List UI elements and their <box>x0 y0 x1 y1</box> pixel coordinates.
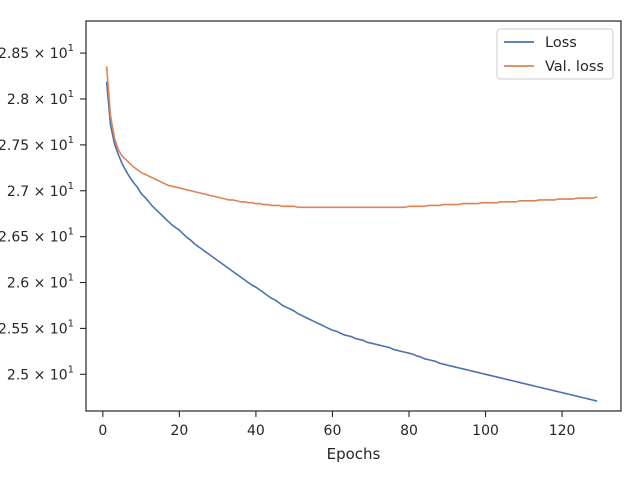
x-tick-label: 100 <box>472 423 499 439</box>
y-tick-label: 2.7 × 101 <box>7 181 74 200</box>
plot-area <box>86 21 621 411</box>
y-axis: 2.85 × 101 2.8 × 101 2.75 × 101 2.7 × 101 2.… <box>0 43 86 383</box>
series-line-loss <box>105 81 598 402</box>
series-layer <box>105 66 598 402</box>
y-tick-label: 2.6 × 101 <box>7 273 74 292</box>
x-axis-label: Epochs <box>327 445 381 463</box>
x-tick-label: 40 <box>247 423 265 439</box>
x-tick-label: 0 <box>98 423 107 439</box>
y-tick-label: 2.55 × 101 <box>0 318 74 337</box>
legend-label: Val. loss <box>545 59 604 75</box>
x-axis: 0 20 40 60 80 100 120 <box>98 411 575 439</box>
y-tick-label: 2.8 × 101 <box>7 89 74 108</box>
series-line-val-loss <box>105 66 598 209</box>
x-tick-label: 120 <box>549 423 576 439</box>
y-tick-label: 2.5 × 101 <box>7 364 74 383</box>
legend-label: Loss <box>545 35 577 51</box>
x-tick-label: 20 <box>170 423 188 439</box>
legend: Loss Val. loss <box>496 28 614 80</box>
x-tick-label: 80 <box>400 423 418 439</box>
plot-frame <box>85 20 622 412</box>
y-tick-label: 2.65 × 101 <box>0 227 74 246</box>
y-tick-label: 2.75 × 101 <box>0 135 74 154</box>
y-tick-label: 2.85 × 101 <box>0 43 74 62</box>
x-tick-label: 60 <box>324 423 342 439</box>
